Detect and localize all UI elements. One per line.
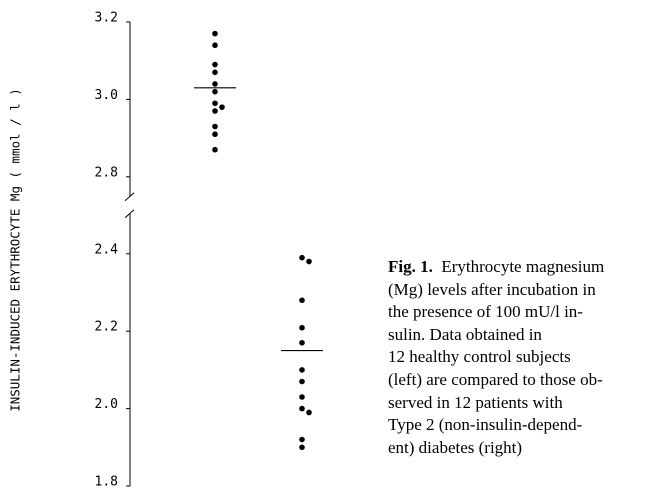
caption-line: 12 healthy control subjects [388, 346, 650, 369]
caption-text: (Mg) levels after incubation in [388, 279, 596, 299]
data-point [212, 81, 218, 87]
y-axis-label: INSULIN-INDUCED ERYTHROCYTE Mg ( mmol / … [8, 88, 23, 412]
caption-line: (Mg) levels after incubation in [388, 279, 650, 302]
caption-line: the presence of 100 mU/l in- [388, 301, 650, 324]
data-point [299, 378, 305, 385]
data-point [212, 88, 218, 95]
data-point [299, 297, 305, 304]
data-point [212, 30, 218, 37]
data-point [212, 42, 218, 49]
caption-line: Type 2 (non-insulin-depend- [388, 414, 650, 437]
caption-text: 12 healthy control subjects [388, 347, 571, 367]
data-point [299, 254, 305, 261]
y-tick-label: 1.8 [95, 475, 118, 490]
caption-text: served in 12 patients with [388, 392, 563, 412]
data-point [212, 123, 218, 130]
y-tick-label: 3.2 [95, 11, 118, 26]
caption-line: ent) diabetes (right) [388, 437, 650, 460]
axis-break [124, 209, 135, 219]
data-point [299, 444, 305, 451]
data-point [299, 324, 305, 331]
caption-text: the presence of 100 mU/l in- [388, 302, 583, 322]
caption: Fig. 1. Erythrocyte magnesium (Mg) levels… [388, 256, 650, 459]
data-point [299, 405, 305, 412]
caption-text: sulin. Data obtained in [388, 324, 542, 344]
data-point [212, 131, 218, 138]
data-point [299, 394, 305, 400]
data-point [212, 146, 218, 153]
caption-text: Erythrocyte magnesium [441, 257, 605, 276]
data-point [306, 409, 312, 416]
y-tick-label: 2.2 [95, 320, 118, 335]
y-tick-label: 3.0 [95, 88, 118, 103]
caption-line: (left) are compared to those ob- [388, 369, 650, 392]
caption-text: ent) diabetes (right) [388, 437, 523, 457]
y-tick-label: 2.0 [95, 397, 118, 412]
data-point [299, 436, 305, 443]
caption-line: Fig. 1. Erythrocyte magnesium [388, 256, 650, 279]
caption-line: sulin. Data obtained in [388, 324, 650, 347]
data-point [212, 61, 218, 68]
data-point [212, 69, 218, 76]
y-tick-label: 2.4 [95, 242, 119, 257]
data-point [299, 367, 305, 373]
caption-line: served in 12 patients with [388, 392, 650, 415]
caption-text: (left) are compared to those ob- [388, 369, 603, 389]
y-tick-label: 2.8 [95, 165, 118, 180]
caption-label: Fig. 1. [388, 257, 433, 276]
data-point [219, 104, 225, 110]
caption-text: Type 2 (non-insulin-depend- [388, 415, 583, 435]
data-point [306, 258, 312, 265]
data-point [299, 340, 305, 346]
data-point [212, 100, 218, 107]
data-point [212, 108, 218, 114]
axis-break [124, 192, 135, 202]
